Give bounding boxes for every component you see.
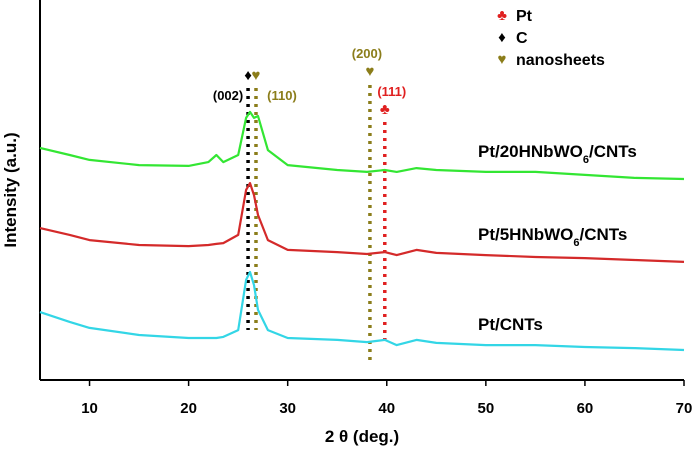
x-tick-label: 20 [180, 400, 197, 417]
series-label-part: Pt/20HNbWO [478, 142, 583, 161]
series-label-part: Pt/CNTs [478, 315, 543, 334]
reference-marker: ♣ [380, 101, 390, 118]
x-tick-label: 40 [378, 400, 395, 417]
legend-label: Pt [516, 8, 533, 25]
series-line [39, 270, 685, 352]
series-label: Pt/CNTs [478, 315, 543, 334]
series-label-part: 6 [583, 154, 589, 166]
reference-label: (200) [352, 46, 382, 61]
legend-label: nanosheets [516, 52, 605, 69]
y-axis-title: Intensity (a.u.) [1, 132, 20, 247]
series-label-part: /CNTs [589, 142, 637, 161]
x-tick-label: 10 [81, 400, 98, 417]
legend-label: C [516, 30, 528, 47]
series-line [39, 182, 685, 263]
x-tick-label: 60 [577, 400, 594, 417]
reference-marker: ♥ [365, 63, 374, 80]
x-tick-label: 50 [478, 400, 495, 417]
legend-symbol: ♥ [498, 51, 507, 68]
x-axis-title: 2 θ (deg.) [325, 427, 399, 446]
legend-symbol: ♣ [497, 7, 507, 24]
series-label: Pt/20HNbWO6/CNTs [478, 142, 637, 166]
series-line [39, 110, 685, 181]
x-tick-label: 30 [279, 400, 296, 417]
reference-label: (110) [267, 88, 297, 103]
series-label: Pt/5HNbWO6/CNTs [478, 225, 627, 249]
reference-label: (002) [213, 88, 243, 103]
reference-label: (111) [377, 84, 406, 99]
series-label-part: /CNTs [580, 225, 628, 244]
series-label-part: 6 [573, 237, 579, 249]
series-label-part: Pt/5HNbWO [478, 225, 573, 244]
reference-marker: ♥ [252, 67, 261, 84]
x-tick-label: 70 [676, 400, 693, 417]
legend-symbol: ♦ [498, 29, 506, 46]
reference-marker: ♦ [244, 67, 252, 84]
